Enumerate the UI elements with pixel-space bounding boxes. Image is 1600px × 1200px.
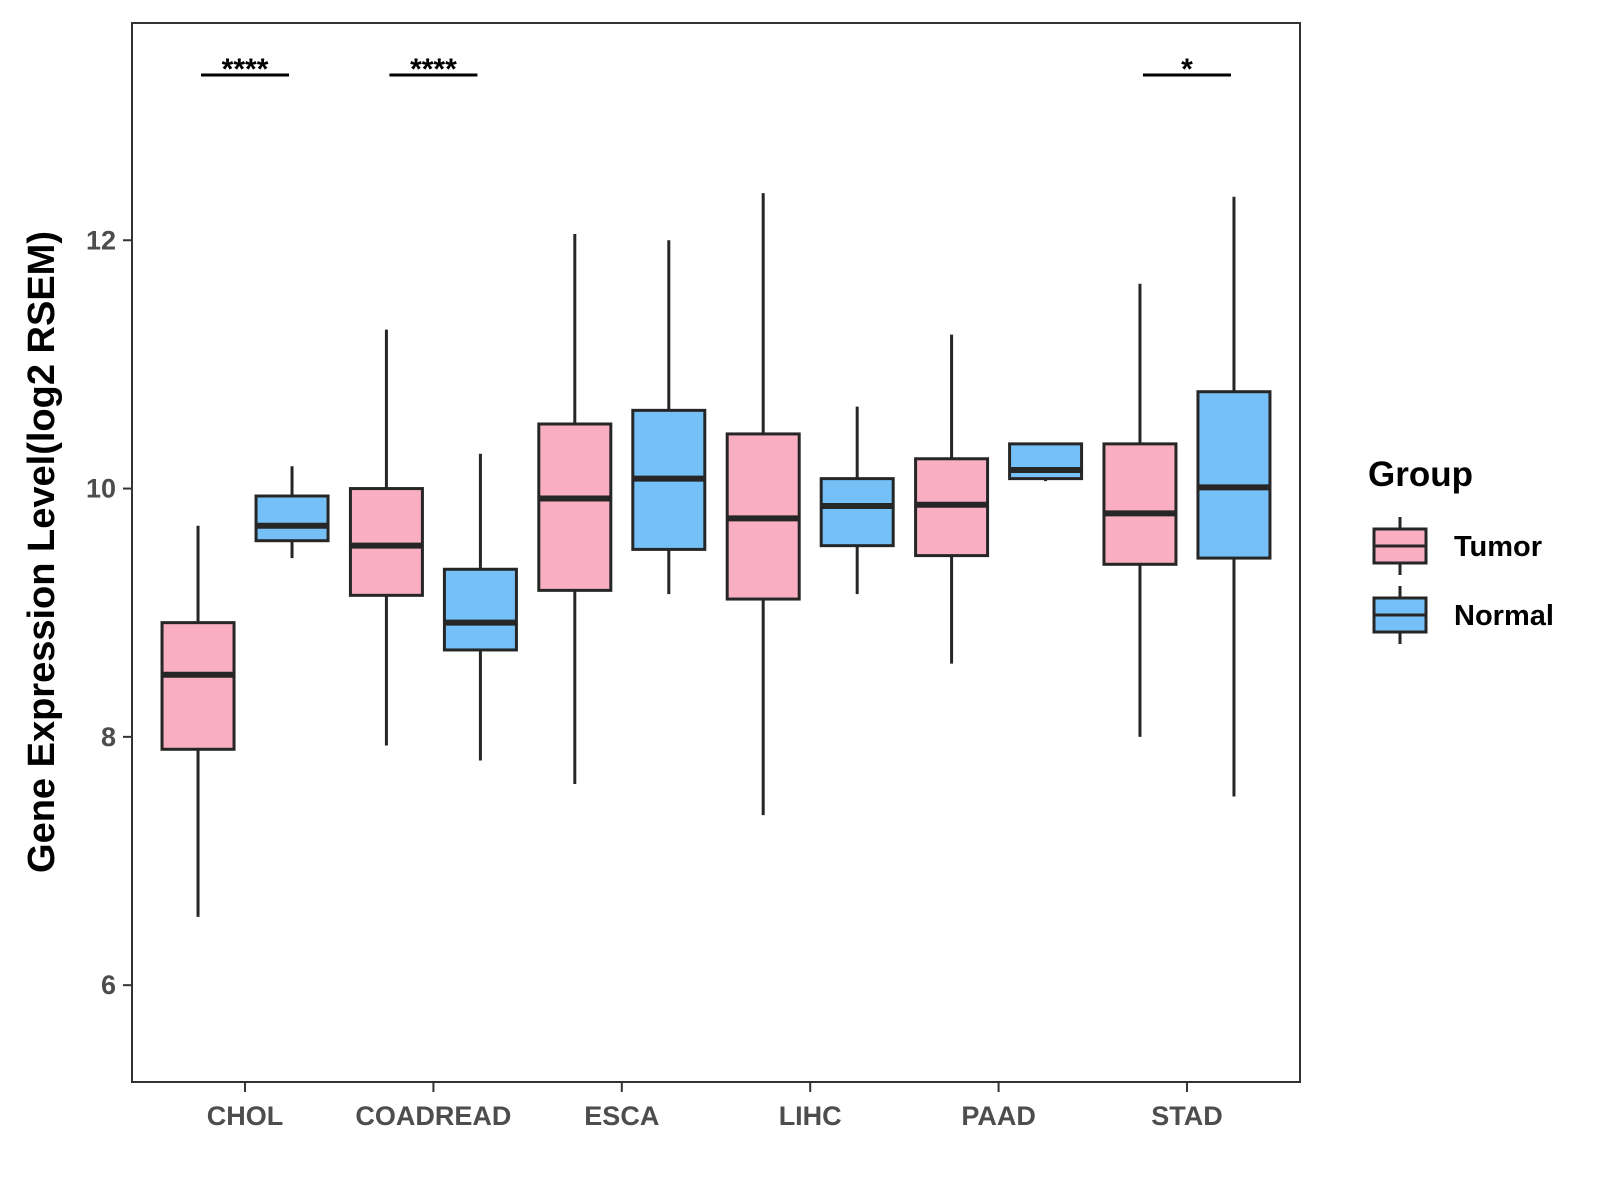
box-body	[1196, 390, 1272, 560]
box-body	[537, 422, 613, 592]
legend: Group Tumor Normal	[1368, 455, 1554, 644]
box-body	[819, 477, 895, 548]
box-body	[442, 567, 518, 652]
box-series	[160, 193, 1272, 917]
legend-item-normal: Normal	[1372, 586, 1554, 644]
box-normal-paad	[1008, 442, 1084, 482]
y-tick-label: 12	[86, 225, 116, 255]
x-tick-label: PAAD	[961, 1101, 1036, 1131]
box-normal-coadread	[442, 453, 518, 761]
box-body	[1102, 442, 1178, 566]
box-tumor-coadread	[348, 329, 424, 746]
y-axis-title: Gene Expression Level(log2 RSEM)	[21, 231, 63, 873]
significance-label: ****	[222, 53, 269, 86]
y-tick-label: 10	[86, 474, 116, 504]
box-body	[348, 487, 424, 597]
x-tick-label: COADREAD	[355, 1101, 511, 1131]
box-tumor-chol	[160, 525, 236, 917]
legend-label: Tumor	[1454, 531, 1542, 563]
box-normal-chol	[254, 466, 330, 559]
legend-label: Normal	[1454, 600, 1554, 632]
legend-item-tumor: Tumor	[1372, 517, 1542, 575]
y-tick-label: 8	[101, 722, 116, 752]
box-tumor-stad	[1102, 283, 1178, 737]
box-body	[1008, 442, 1084, 481]
y-tick-label: 6	[101, 970, 116, 1000]
x-tick-label: LIHC	[779, 1101, 842, 1131]
x-tick-label: ESCA	[584, 1101, 659, 1131]
significance-label: ****	[410, 53, 457, 86]
x-axis: CHOL COADREAD ESCA LIHC PAAD STAD	[207, 1082, 1223, 1131]
box-body	[160, 621, 236, 751]
x-tick-label: CHOL	[207, 1101, 284, 1131]
significance-annotations: **** **** *	[201, 53, 1231, 86]
box-body	[254, 494, 330, 543]
significance-label: *	[1181, 53, 1193, 86]
box-tumor-lihc	[725, 193, 801, 816]
box-normal-esca	[631, 240, 707, 595]
box-tumor-esca	[537, 234, 613, 785]
box-normal-lihc	[819, 406, 895, 595]
x-tick-label: STAD	[1151, 1101, 1223, 1131]
box-normal-stad	[1196, 196, 1272, 797]
box-tumor-paad	[914, 334, 990, 664]
y-axis: 6 8 10 12	[86, 225, 132, 1000]
legend-title: Group	[1368, 455, 1473, 494]
